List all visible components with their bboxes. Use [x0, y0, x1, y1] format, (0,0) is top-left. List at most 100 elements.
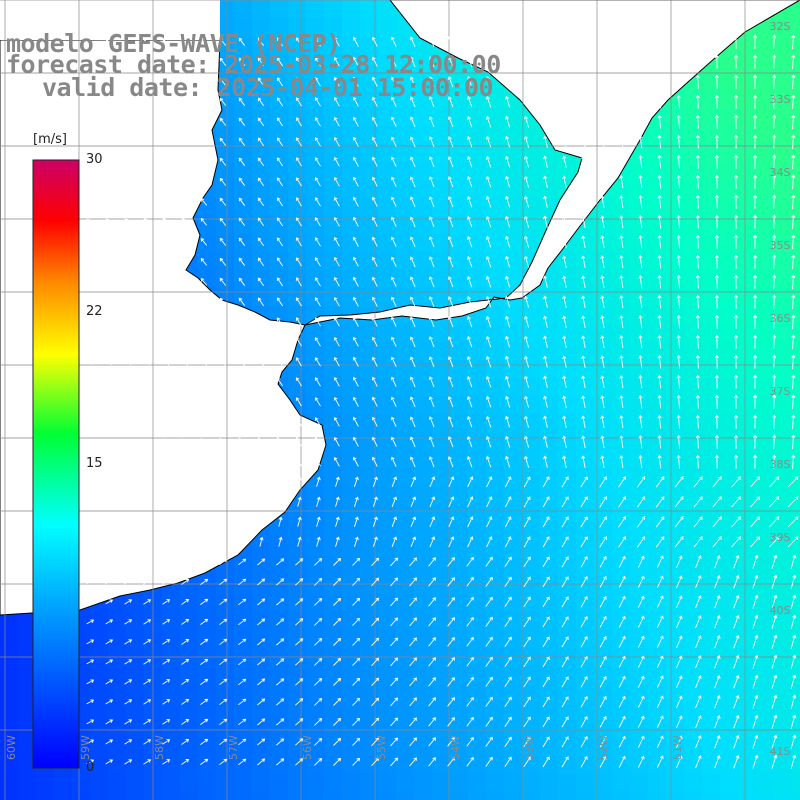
wind-cell [216, 738, 235, 757]
wind-arrow [124, 338, 132, 346]
wind-arrow [86, 559, 95, 565]
wind-arrow [581, 255, 586, 268]
wind-cell [432, 450, 451, 469]
wind-arrow [695, 114, 700, 129]
wind-arrow [657, 114, 662, 129]
wind-cell [396, 396, 415, 415]
wind-cell [252, 558, 271, 577]
wind-arrow [485, 375, 492, 388]
wind-cell [666, 198, 685, 217]
wind-arrow [276, 197, 283, 207]
wind-arrow [733, 674, 740, 689]
wind-cell [630, 306, 649, 325]
wind-arrow [162, 58, 170, 66]
wind-arrow [657, 374, 662, 389]
wind-cell [720, 324, 739, 343]
wind-arrow [580, 755, 588, 768]
wind-cell [720, 666, 739, 685]
wind-cell [252, 774, 271, 793]
wind-cell [756, 378, 775, 397]
wind-arrow [791, 314, 796, 330]
wind-arrow [124, 98, 132, 106]
wind-cell [414, 414, 433, 433]
wind-cell [432, 126, 451, 145]
wind-arrow [524, 95, 530, 108]
wind-arrow [105, 58, 113, 66]
wind-cell [396, 36, 415, 55]
wind-cell [198, 702, 217, 721]
wind-cell [720, 504, 739, 523]
wind-cell [756, 576, 775, 595]
wind-cell [198, 666, 217, 685]
wind-cell [324, 234, 343, 253]
wind-cell [342, 72, 361, 91]
wind-arrow [352, 36, 359, 47]
wind-cell [306, 666, 325, 685]
wind-arrow [637, 715, 645, 728]
wind-cell [198, 234, 217, 253]
wind-cell [558, 612, 577, 631]
wind-arrow [200, 578, 209, 585]
wind-arrow [447, 436, 454, 448]
wind-arrow [219, 337, 227, 346]
wind-arrow [524, 295, 530, 308]
wind-cell [540, 324, 559, 343]
wind-arrow [447, 557, 455, 567]
wind-arrow [257, 437, 264, 447]
wind-cell [324, 36, 343, 55]
wind-cell [630, 720, 649, 739]
wind-cell [378, 36, 397, 55]
wind-arrow [581, 395, 586, 408]
wind-cell [792, 252, 800, 271]
wind-arrow [524, 215, 530, 228]
wind-arrow [88, 477, 93, 486]
wind-cell [234, 756, 253, 775]
wind-arrow [466, 76, 473, 88]
wind-cell [576, 306, 595, 325]
wind-arrow [790, 754, 797, 769]
wind-cell [378, 378, 397, 397]
wind-cell [558, 432, 577, 451]
wind-arrow [105, 418, 113, 426]
wind-arrow [656, 555, 664, 568]
wind-arrow [542, 656, 550, 668]
wind-cell [666, 378, 685, 397]
wind-arrow [143, 719, 152, 725]
wind-cell [576, 450, 595, 469]
wind-arrow [581, 55, 586, 68]
wind-arrow [428, 737, 436, 747]
wind-cell [216, 270, 235, 289]
wind-cell [414, 378, 433, 397]
wind-arrow [600, 215, 605, 229]
longitude-label: 56W [301, 735, 314, 760]
wind-cell [720, 252, 739, 271]
wind-cell [540, 378, 559, 397]
wind-arrow [143, 278, 151, 286]
wind-arrow [656, 655, 664, 668]
wind-cell [702, 594, 721, 613]
wind-arrow [162, 418, 170, 426]
wind-arrow [657, 434, 662, 449]
wind-arrow [772, 274, 777, 289]
wind-arrow [676, 174, 681, 189]
wind-arrow [733, 394, 739, 409]
wind-cell [360, 504, 379, 523]
wind-cell [558, 774, 577, 793]
wind-arrow [752, 574, 759, 589]
wind-cell [342, 180, 361, 199]
wind-arrow [524, 135, 530, 148]
wind-cell [468, 126, 487, 145]
wind-cell [756, 54, 775, 73]
wind-arrow [543, 155, 548, 168]
wind-arrow [448, 516, 455, 528]
wind-arrow [581, 315, 586, 328]
latitude-label: 36S [770, 312, 791, 325]
wind-arrow [772, 94, 777, 109]
wind-cell [324, 450, 343, 469]
wind-cell [648, 774, 667, 793]
wind-arrow [200, 738, 209, 745]
wind-arrow [543, 375, 548, 388]
wind-cell [450, 504, 469, 523]
longitude-label: 51W [671, 735, 684, 760]
wind-cell [360, 162, 379, 181]
